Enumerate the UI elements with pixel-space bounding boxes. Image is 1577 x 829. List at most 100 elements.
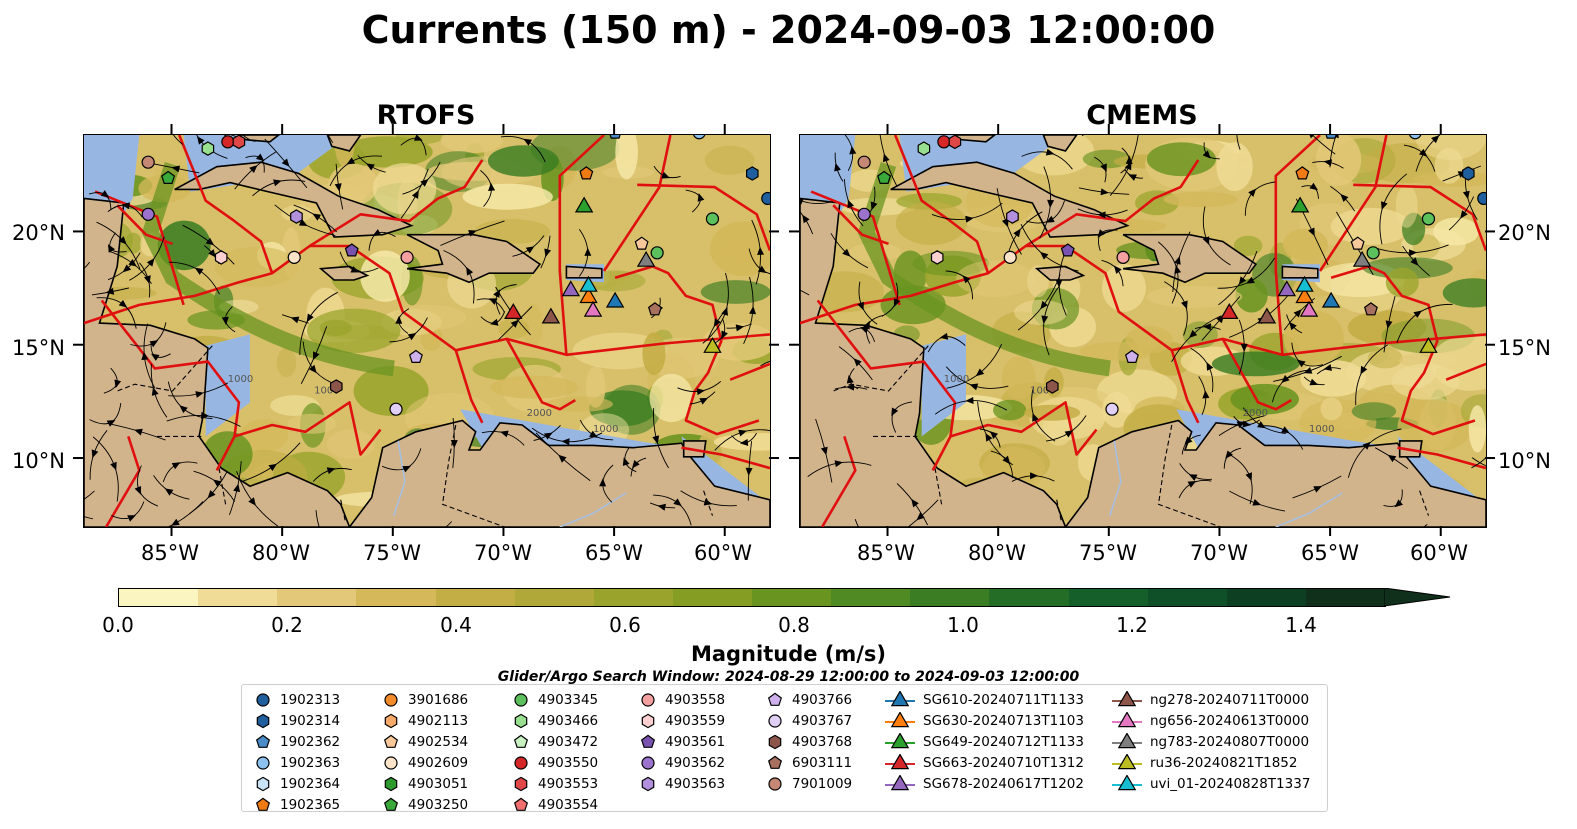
platform-marker[interactable]	[1408, 135, 1422, 140]
map-panel-rtofs[interactable]: 1000 1000 2000 1000	[83, 134, 771, 528]
streamline-arrow	[411, 190, 419, 199]
platform-marker[interactable]	[647, 302, 662, 316]
platform-marker[interactable]	[705, 212, 720, 226]
platform-marker[interactable]	[917, 141, 931, 156]
platform-marker[interactable]	[232, 135, 246, 150]
eez-boundary	[94, 190, 185, 306]
platform-marker[interactable]	[583, 300, 603, 317]
circle-marker-icon	[256, 755, 270, 770]
legend-label: 4903558	[665, 691, 726, 708]
platform-marker[interactable]	[287, 250, 301, 264]
platform-marker[interactable]	[857, 207, 871, 221]
platform-marker[interactable]	[1290, 196, 1310, 213]
platform-marker[interactable]	[1124, 349, 1139, 363]
platform-marker[interactable]	[1295, 275, 1314, 292]
legend-label: 4903766	[792, 691, 853, 708]
magnitude-patch	[498, 318, 530, 339]
platform-marker[interactable]	[201, 141, 215, 156]
shelf-area	[205, 334, 250, 437]
y-tick-label: 20°N	[1498, 221, 1551, 245]
legend-label: 4902609	[408, 754, 469, 771]
platform-marker[interactable]	[1295, 287, 1314, 304]
streamline-arrow	[891, 407, 899, 417]
streamline-arrow	[488, 298, 498, 305]
platform-marker[interactable]	[1257, 307, 1277, 324]
platform-marker[interactable]	[1325, 135, 1338, 139]
platform-marker[interactable]	[541, 307, 561, 324]
streamline-arrow	[1460, 210, 1468, 219]
platform-marker[interactable]	[761, 191, 770, 206]
platform-marker[interactable]	[574, 196, 594, 213]
streamline-arrow	[151, 353, 160, 361]
platform-marker[interactable]	[692, 135, 706, 140]
platform-marker[interactable]	[1363, 302, 1378, 316]
streamline-arrow	[523, 138, 532, 146]
streamline-arrow	[721, 330, 728, 340]
platform-marker[interactable]	[930, 250, 944, 265]
platform-marker[interactable]	[948, 135, 962, 150]
platform-marker[interactable]	[636, 250, 656, 267]
platform-marker[interactable]	[877, 170, 892, 185]
platform-marker[interactable]	[703, 337, 722, 353]
platform-marker[interactable]	[504, 303, 523, 319]
platform-marker[interactable]	[1295, 166, 1310, 180]
platform-marker[interactable]	[1220, 303, 1239, 319]
platform-marker[interactable]	[650, 246, 664, 260]
platform-marker[interactable]	[330, 379, 343, 394]
platform-marker[interactable]	[1105, 402, 1119, 416]
platform-marker[interactable]	[1350, 236, 1365, 250]
platform-marker[interactable]	[1046, 379, 1059, 394]
platform-marker[interactable]	[609, 135, 622, 139]
platform-marker[interactable]	[579, 275, 598, 292]
map-panel-cmems[interactable]: 1000 1000 2000 1000	[799, 134, 1487, 528]
platform-marker[interactable]	[1419, 337, 1438, 353]
platform-marker[interactable]	[1461, 166, 1475, 181]
platform-marker[interactable]	[1366, 246, 1380, 260]
platform-marker[interactable]	[634, 236, 649, 250]
platform-marker[interactable]	[1299, 300, 1319, 317]
platform-marker[interactable]	[579, 287, 598, 304]
x-tick-label: 75°W	[1079, 541, 1137, 565]
platform-marker[interactable]	[579, 166, 594, 180]
legend-item: 1902362	[254, 731, 340, 752]
streamline-arrow	[1245, 472, 1252, 481]
platform-marker[interactable]	[745, 166, 759, 181]
platform-marker[interactable]	[400, 250, 414, 264]
streamline-arrow	[208, 249, 216, 258]
circle-marker-icon	[384, 692, 398, 707]
axis-ticks	[73, 124, 779, 536]
platform-marker[interactable]	[605, 291, 625, 308]
x-tick-label: 70°W	[474, 541, 532, 565]
platform-marker[interactable]	[408, 349, 423, 363]
platform-marker[interactable]	[389, 402, 403, 416]
legend-column: ng278-20240711T0000 ng656-20240613T0000 ng…	[1112, 689, 1310, 794]
streamline-arrow	[1184, 436, 1193, 445]
platform-marker[interactable]	[1006, 209, 1019, 224]
platform-marker[interactable]	[1321, 291, 1341, 308]
streamline-arrow	[820, 446, 828, 456]
platform-marker[interactable]	[1116, 250, 1130, 264]
x-tick-label: 85°W	[857, 541, 915, 565]
streamline-arrow	[735, 324, 745, 332]
magnitude-patch	[239, 419, 289, 452]
platform-marker[interactable]	[857, 155, 871, 169]
platform-marker[interactable]	[214, 250, 228, 265]
platform-marker[interactable]	[141, 155, 155, 169]
platform-marker[interactable]	[1277, 280, 1297, 297]
streamline	[172, 135, 183, 145]
platform-marker[interactable]	[561, 280, 581, 297]
streamline-arrow	[395, 315, 403, 324]
platform-marker[interactable]	[161, 170, 176, 185]
legend-item: 1902363	[254, 752, 340, 773]
streamline	[760, 361, 770, 367]
platform-marker[interactable]	[1477, 191, 1486, 206]
platform-marker[interactable]	[1060, 243, 1075, 257]
platform-marker[interactable]	[290, 209, 303, 224]
magnitude-patch	[1397, 400, 1473, 453]
platform-marker[interactable]	[344, 243, 359, 257]
search-window-text: Glider/Argo Search Window: 2024-08-29 12…	[497, 669, 1080, 685]
platform-marker[interactable]	[1421, 212, 1436, 226]
platform-marker[interactable]	[1003, 250, 1017, 264]
platform-marker[interactable]	[141, 207, 155, 221]
platform-marker[interactable]	[1352, 250, 1372, 267]
